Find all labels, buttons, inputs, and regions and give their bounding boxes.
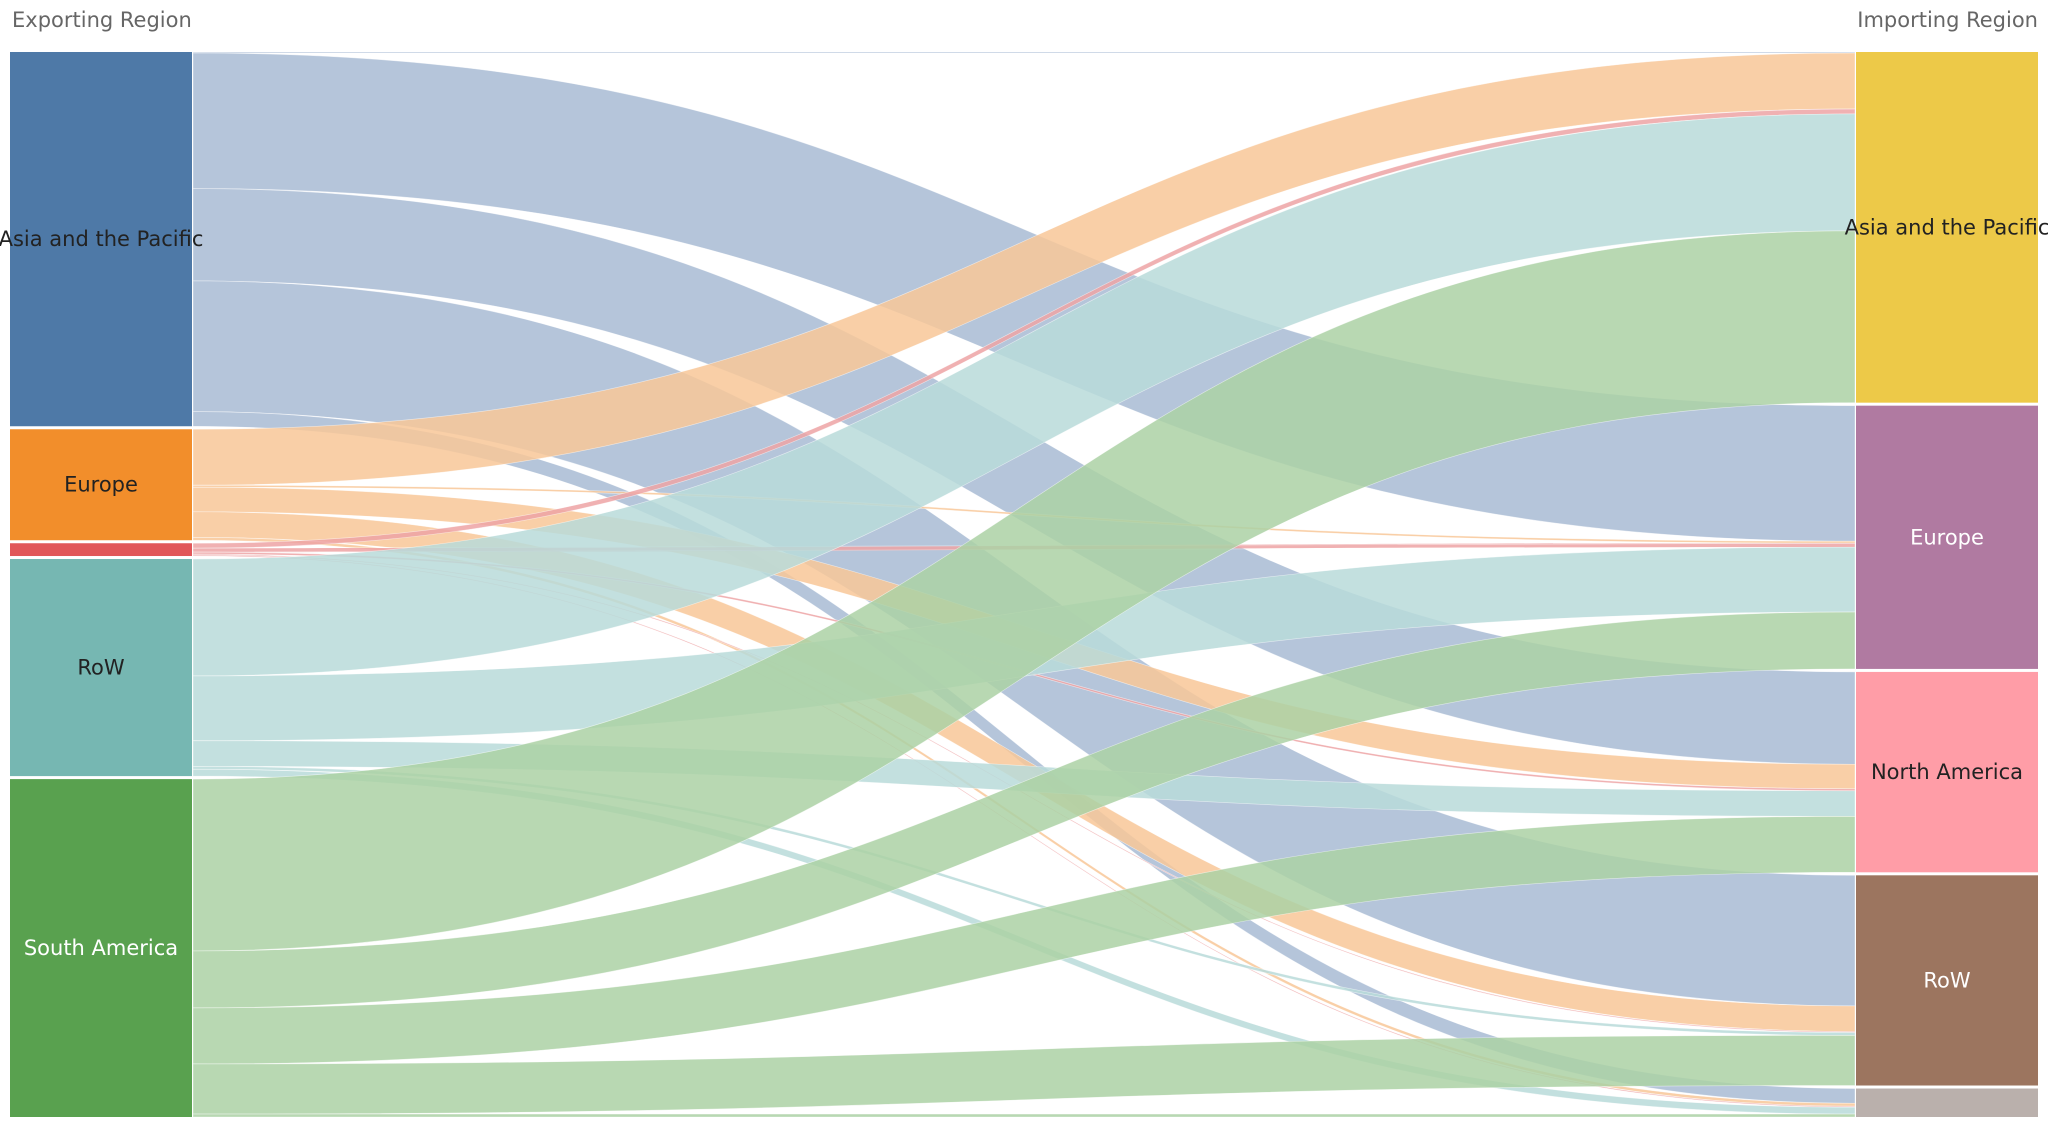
importing-node-ap[interactable] — [1856, 52, 2038, 403]
exporting-node-label-sa: South America — [24, 936, 178, 960]
flow-sa-to-sa[interactable] — [192, 1113, 1856, 1118]
importing-node-label-ap: Asia and the Pacific — [1845, 215, 2048, 239]
importing-node-label-eu: Europe — [1910, 525, 1984, 549]
importing-node-sa[interactable] — [1856, 1088, 2038, 1117]
flow-links — [192, 51, 1856, 1118]
exporting-node-label-ap: Asia and the Pacific — [0, 227, 203, 251]
exporting-node-eu[interactable] — [10, 429, 192, 541]
exporting-node-row[interactable] — [10, 559, 192, 777]
flow-sa-to-na[interactable] — [192, 816, 1856, 1065]
importing-node-label-na: North America — [1871, 760, 2023, 784]
exporting-node-label-row: RoW — [77, 656, 124, 680]
flow-sa-to-eu[interactable] — [192, 611, 1856, 1009]
importing-node-row[interactable] — [1856, 875, 2038, 1086]
flow-sa-to-row[interactable] — [192, 1035, 1856, 1115]
flow-sa-to-ap[interactable] — [192, 230, 1856, 952]
importing-node-na[interactable] — [1856, 671, 2038, 873]
flow-ap-to-ap[interactable] — [192, 51, 1856, 54]
importing-node-label-row: RoW — [1923, 968, 1970, 992]
exporting-region-axis-title: Exporting Region — [12, 8, 192, 32]
importing-node-eu[interactable] — [1856, 405, 2038, 669]
importing-region-axis-title: Importing Region — [1857, 8, 2038, 32]
exporting-node-ap[interactable] — [10, 52, 192, 427]
exporting-node-label-eu: Europe — [64, 473, 138, 497]
exporting-node-sa[interactable] — [10, 779, 192, 1117]
exporting-node-na[interactable] — [10, 543, 192, 557]
